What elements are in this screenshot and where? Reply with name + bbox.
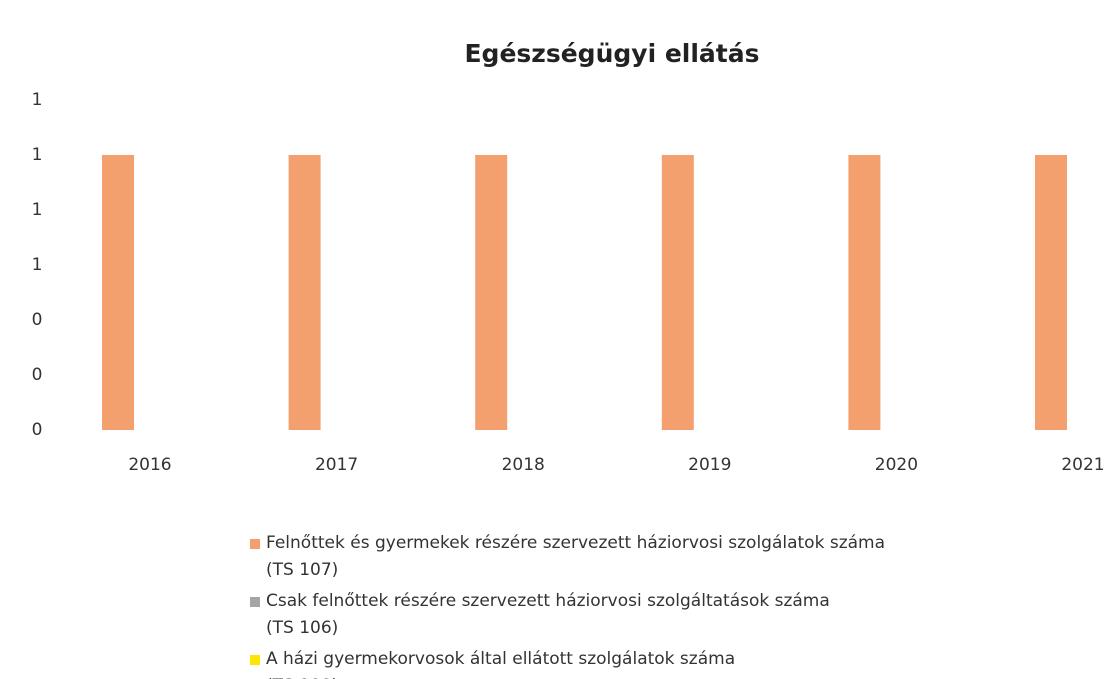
- legend-item: A házi gyermekorvosok által ellátott szo…: [250, 646, 885, 679]
- y-tick-label: 0: [32, 310, 43, 330]
- legend-swatch: [250, 655, 260, 665]
- y-tick-label: 0: [32, 420, 43, 440]
- x-tick-label: 2020: [875, 455, 918, 475]
- chart-title: Egészségügyi ellátás: [464, 39, 759, 68]
- y-tick-label: 1: [32, 90, 43, 110]
- x-tick-label: 2021: [1061, 455, 1104, 475]
- legend-label: Csak felnőttek részére szervezett házior…: [266, 591, 830, 638]
- legend-swatch: [250, 539, 260, 549]
- x-tick-label: 2016: [128, 455, 171, 475]
- bar: [102, 155, 134, 430]
- x-tick-label: 2019: [688, 455, 731, 475]
- bar: [1035, 155, 1067, 430]
- legend-swatch: [250, 597, 260, 607]
- legend-label: A házi gyermekorvosok által ellátott szo…: [266, 649, 736, 679]
- bar: [848, 155, 881, 430]
- bar: [288, 155, 321, 430]
- legend-item: Felnőttek és gyermekek részére szervezet…: [250, 530, 885, 584]
- x-tick-label: 2018: [502, 455, 545, 475]
- y-tick-label: 1: [32, 255, 43, 275]
- legend-label: Felnőttek és gyermekek részére szervezet…: [266, 533, 886, 580]
- y-tick-label: 1: [32, 200, 43, 220]
- legend-item: Csak felnőttek részére szervezett házior…: [250, 588, 885, 642]
- legend: Felnőttek és gyermekek részére szervezet…: [250, 530, 885, 679]
- x-tick-label: 2017: [315, 455, 358, 475]
- y-tick-label: 0: [32, 365, 43, 385]
- y-tick-label: 1: [32, 145, 43, 165]
- bar: [661, 155, 694, 430]
- bar: [475, 155, 508, 430]
